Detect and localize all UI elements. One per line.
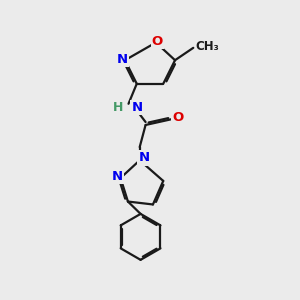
Text: N: N	[112, 170, 123, 183]
Text: O: O	[152, 35, 163, 48]
Text: N: N	[139, 152, 150, 164]
Text: O: O	[172, 111, 184, 124]
Text: CH₃: CH₃	[196, 40, 219, 53]
Text: N: N	[117, 53, 128, 66]
Text: N: N	[131, 101, 142, 114]
Text: H: H	[113, 101, 124, 114]
